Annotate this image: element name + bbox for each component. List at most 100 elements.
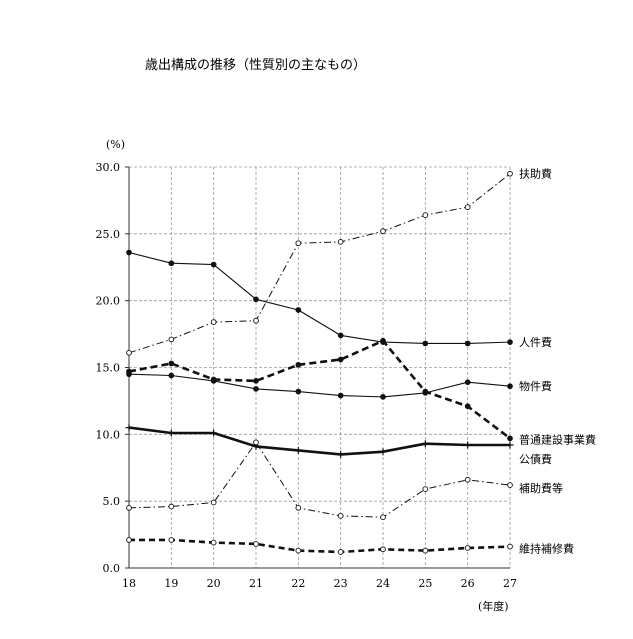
y-tick-label: 30.0: [96, 161, 121, 174]
data-point: [168, 372, 175, 379]
series-4: [125, 424, 514, 458]
data-point: [168, 360, 175, 367]
y-tick-label: 10.0: [96, 428, 121, 441]
data-point: [168, 537, 175, 543]
series-label: 公債費: [519, 452, 552, 466]
y-tick-label: 20.0: [96, 295, 121, 308]
data-point: [168, 336, 175, 343]
data-point: [337, 332, 344, 339]
data-point: [295, 361, 302, 368]
data-point: [167, 429, 175, 437]
data-point: [295, 505, 302, 511]
data-point: [507, 339, 513, 345]
data-point: [337, 392, 344, 399]
data-point: [464, 441, 472, 449]
x-tick-label: 19: [164, 577, 178, 590]
x-tick-label: 24: [376, 577, 390, 590]
data-point: [295, 240, 302, 247]
data-point: [379, 448, 387, 456]
series-line: [128, 251, 511, 344]
data-point: [210, 319, 217, 325]
data-point: [422, 212, 429, 218]
chart-title: 歳出構成の推移（性質別の主なもの）: [145, 58, 366, 73]
data-point: [506, 441, 514, 449]
data-point: [422, 388, 429, 395]
data-point: [126, 249, 132, 256]
data-point: [125, 424, 133, 432]
data-point: [253, 541, 259, 547]
data-point: [126, 368, 132, 375]
data-point: [422, 486, 429, 492]
data-point: [253, 439, 259, 446]
data-point: [337, 549, 344, 555]
data-point: [421, 440, 429, 448]
axes: [125, 166, 510, 569]
x-tick-label: 18: [122, 577, 136, 590]
data-point: [168, 503, 175, 510]
series-line: [128, 173, 511, 354]
data-point: [507, 543, 513, 550]
x-tick-label: 23: [334, 577, 348, 590]
data-point: [126, 537, 132, 543]
data-point: [126, 349, 132, 356]
data-point: [210, 499, 217, 506]
series-line: [128, 373, 511, 398]
x-tick-label: 26: [461, 577, 475, 590]
data-point: [422, 547, 429, 554]
data-point: [253, 317, 259, 324]
data-point: [253, 386, 259, 392]
series-label: 補助費等: [519, 481, 563, 495]
x-tick-label: 27: [503, 577, 517, 590]
data-point: [337, 239, 344, 245]
data-point: [210, 539, 217, 546]
series-label: 人件費: [519, 335, 552, 349]
data-point: [380, 514, 386, 521]
y-tick-labels: 0.0 5.0 10.0 15.0 20.0 25.0 30.0: [96, 161, 121, 575]
data-point: [337, 513, 344, 519]
data-point: [295, 547, 302, 554]
x-tick-label: 21: [249, 577, 263, 590]
series-label: 扶助費: [519, 167, 552, 181]
series-line: [128, 426, 510, 456]
data-point: [337, 356, 344, 363]
series-5: [126, 439, 513, 521]
x-tick-labels: 18 19 20 21 22 23 24 25 26 27: [122, 577, 517, 590]
y-tick-label: 0.0: [103, 562, 121, 575]
x-axis-unit: (年度): [478, 599, 509, 613]
series-6: [126, 537, 513, 555]
series-0: [126, 170, 513, 356]
data-point: [380, 546, 386, 553]
y-tick-label: 25.0: [96, 228, 121, 241]
y-axis-unit: (%): [106, 138, 125, 151]
x-tick-label: 20: [207, 577, 221, 590]
series-2: [126, 371, 513, 400]
series-3: [126, 337, 513, 442]
data-point: [380, 228, 386, 235]
series-1: [126, 249, 513, 347]
data-point: [507, 170, 513, 177]
y-tick-label: 15.0: [96, 362, 121, 375]
data-point: [507, 482, 513, 488]
data-point: [295, 307, 302, 313]
data-point: [253, 296, 259, 303]
x-tick-label: 22: [291, 577, 305, 590]
data-point: [507, 383, 513, 390]
series-label: 普通建設事業費: [519, 432, 596, 446]
grid: [129, 166, 511, 568]
series-label: 維持補修費: [519, 542, 574, 556]
data-point: [464, 204, 471, 210]
data-point: [464, 403, 471, 410]
data-point: [126, 505, 132, 511]
data-point: [380, 337, 386, 344]
data-point: [464, 379, 471, 386]
series-line: [128, 339, 511, 440]
data-point: [295, 388, 302, 395]
data-point: [422, 340, 429, 347]
data-point: [464, 545, 471, 551]
series-line: [128, 441, 511, 518]
data-point: [337, 450, 345, 458]
x-tick-label: 25: [418, 577, 432, 590]
data-point: [253, 378, 259, 384]
